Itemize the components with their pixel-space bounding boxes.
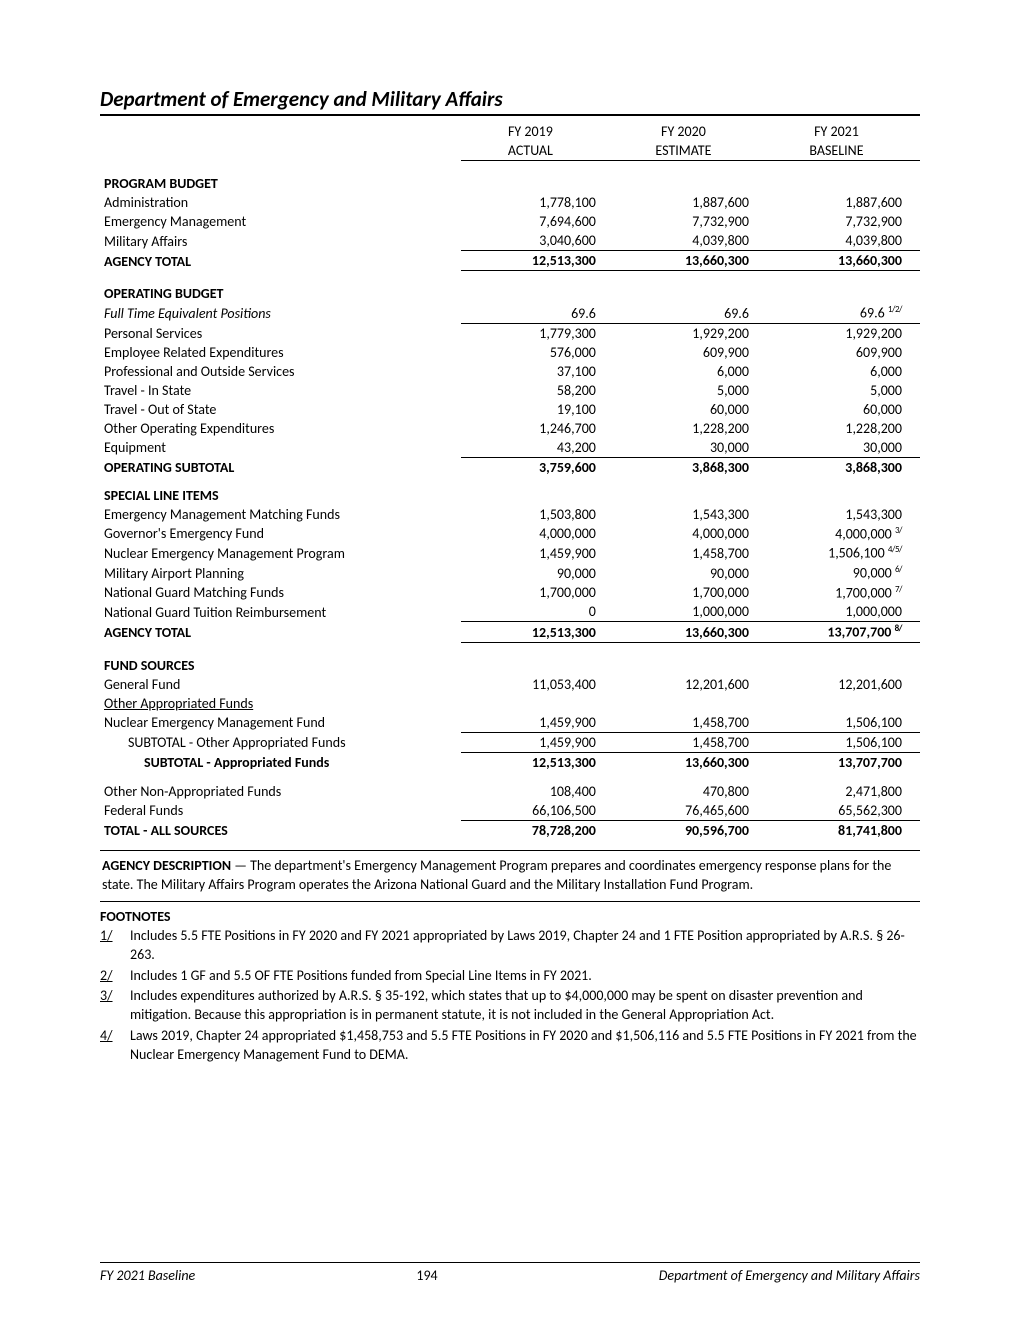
table-row: Other Operating Expenditures1,246,7001,2… (100, 419, 920, 438)
total-all-sources-row: TOTAL - ALL SOURCES 78,728,200 90,596,70… (100, 820, 920, 840)
header-row-1: FY 2019 FY 2020 FY 2021 (100, 122, 920, 141)
other-appropriated-header: Other Appropriated Funds (100, 694, 920, 713)
table-row: Equipment43,20030,00030,000 (100, 438, 920, 458)
subtotal-other-row: SUBTOTAL - Other Appropriated Funds 1,45… (100, 732, 920, 752)
program-budget-header: PROGRAM BUDGET (100, 161, 920, 194)
budget-table: FY 2019 FY 2020 FY 2021 ACTUAL ESTIMATE … (100, 122, 920, 840)
fte-row: Full Time Equivalent Positions 69.6 69.6… (100, 303, 920, 323)
footnotes-header: FOOTNOTES (100, 908, 920, 925)
footer-page-number: 194 (416, 1267, 437, 1284)
footnote: 2/Includes 1 GF and 5.5 OF FTE Positions… (100, 967, 920, 986)
other-non-appropriated-row: Other Non-Appropriated Funds 108,400 470… (100, 782, 920, 801)
table-row: Nuclear Emergency Management Fund 1,459,… (100, 713, 920, 733)
table-row: Military Airport Planning90,00090,00090,… (100, 563, 920, 583)
table-row: Professional and Outside Services37,1006… (100, 362, 920, 381)
operating-subtotal-row: OPERATING SUBTOTAL 3,759,600 3,868,300 3… (100, 457, 920, 477)
header-row-2: ACTUAL ESTIMATE BASELINE (100, 141, 920, 161)
table-row: Travel - In State58,2005,0005,000 (100, 381, 920, 400)
table-row: National Guard Matching Funds1,700,0001,… (100, 583, 920, 603)
footnote: 3/Includes expenditures authorized by A.… (100, 987, 920, 1025)
footer-left: FY 2021 Baseline (100, 1267, 195, 1284)
table-row: National Guard Tuition Reimbursement01,0… (100, 602, 920, 622)
table-row: Administration 1,778,100 1,887,600 1,887… (100, 193, 920, 212)
page-footer: FY 2021 Baseline 194 Department of Emerg… (100, 1262, 920, 1284)
subtotal-appropriated-row: SUBTOTAL - Appropriated Funds 12,513,300… (100, 752, 920, 772)
col2-hdr1: FY 2020 (614, 122, 767, 141)
general-fund-row: General Fund 11,053,400 12,201,600 12,20… (100, 675, 920, 694)
agency-description-label: AGENCY DESCRIPTION (102, 857, 231, 874)
page-title: Department of Emergency and Military Aff… (100, 86, 920, 116)
col1-hdr2: ACTUAL (461, 141, 614, 161)
table-row: Governor's Emergency Fund4,000,0004,000,… (100, 524, 920, 544)
federal-funds-row: Federal Funds 66,106,500 76,465,600 65,5… (100, 801, 920, 821)
agency-description: AGENCY DESCRIPTION — The department's Em… (100, 850, 920, 902)
fund-sources-header: FUND SOURCES (100, 642, 920, 675)
agency-total-row: AGENCY TOTAL 12,513,300 13,660,300 13,66… (100, 251, 920, 271)
table-row: Emergency Management Matching Funds1,503… (100, 505, 920, 524)
table-row: Employee Related Expenditures576,000609,… (100, 343, 920, 362)
table-row: Personal Services1,779,3001,929,2001,929… (100, 323, 920, 343)
footnote: 4/Laws 2019, Chapter 24 appropriated $1,… (100, 1027, 920, 1065)
footnote: 1/Includes 5.5 FTE Positions in FY 2020 … (100, 927, 920, 965)
page: Department of Emergency and Military Aff… (0, 0, 1020, 1320)
footnotes: 1/Includes 5.5 FTE Positions in FY 2020 … (100, 927, 920, 1065)
col1-hdr1: FY 2019 (461, 122, 614, 141)
col3-hdr2: BASELINE (767, 141, 920, 161)
table-row: Travel - Out of State19,10060,00060,000 (100, 400, 920, 419)
col2-hdr2: ESTIMATE (614, 141, 767, 161)
col3-hdr1: FY 2021 (767, 122, 920, 141)
table-row: Nuclear Emergency Management Program1,45… (100, 543, 920, 563)
operating-budget-header: OPERATING BUDGET (100, 271, 920, 304)
agency-total-row-2: AGENCY TOTAL 12,513,300 13,660,300 13,70… (100, 622, 920, 643)
table-row (100, 772, 920, 782)
table-row: Military Affairs 3,040,600 4,039,800 4,0… (100, 231, 920, 251)
special-line-items-header: SPECIAL LINE ITEMS (100, 477, 920, 505)
table-row: Emergency Management 7,694,600 7,732,900… (100, 212, 920, 231)
footer-right: Department of Emergency and Military Aff… (659, 1267, 920, 1284)
